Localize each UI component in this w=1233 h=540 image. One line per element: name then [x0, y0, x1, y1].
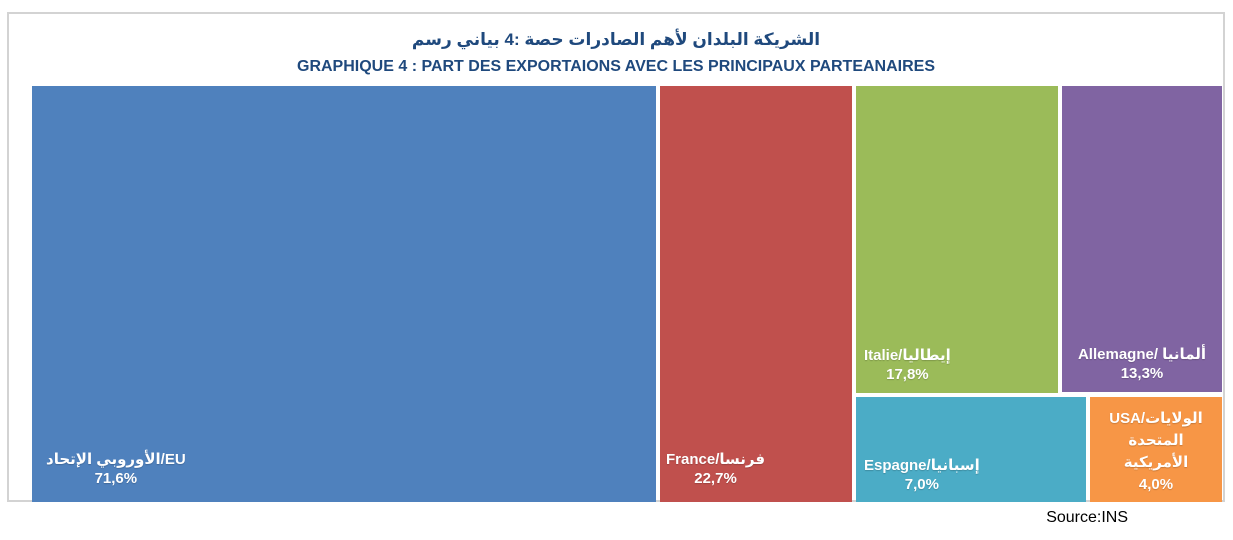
source-label: Source:INS: [1046, 509, 1128, 526]
treemap-cell-label: Italie/إيطاليا 17,8%: [864, 346, 951, 384]
chart-frame: رسم‎ بياني‎ 4: حصة‎ الصادرات‎ لأهم‎ البل…: [7, 12, 1225, 502]
chart-title-french: GRAPHIQUE 4 : PART DES EXPORTAIONS AVEC …: [297, 58, 935, 75]
treemap-cell-label: France/فرنسا 22,7%: [666, 450, 765, 488]
treemap-cell-espagne[interactable]: Espagne/إسبانيا 7,0%: [856, 397, 1086, 502]
cell-value-label: 13,3%: [1120, 365, 1164, 382]
treemap-cell-france[interactable]: France/فرنسا 22,7%: [660, 86, 852, 502]
treemap-cell-label: الإتحاد‎ الأوروبي‎/EU 71,6%: [46, 450, 186, 488]
cell-country-label: USA/الولايات المتحدة الأمريكية: [1109, 410, 1203, 471]
cell-value-label: 17,8%: [886, 366, 929, 383]
treemap-cell-allemagne[interactable]: Allemagne/ ألمانيا 13,3%: [1062, 86, 1222, 392]
cell-country-label: France/فرنسا: [666, 451, 766, 468]
cell-value-label: 22,7%: [694, 470, 737, 487]
chart-title-arabic: رسم‎ بياني‎ 4: حصة‎ الصادرات‎ لأهم‎ البل…: [411, 30, 821, 49]
treemap-cell-eu[interactable]: الإتحاد‎ الأوروبي‎/EU 71,6%: [32, 86, 656, 502]
cell-country-label: الإتحاد‎ الأوروبي‎/EU: [46, 451, 186, 468]
cell-country-label: Italie/إيطاليا: [864, 347, 951, 364]
cell-value-label: 71,6%: [94, 470, 138, 487]
cell-country-label: Allemagne/ ألمانيا: [1077, 346, 1207, 363]
treemap-cell-italie[interactable]: Italie/إيطاليا 17,8%: [856, 86, 1058, 393]
treemap-cell-label: USA/الولايات المتحدة الأمريكية 4,0%: [1090, 408, 1222, 496]
cell-value-label: 4,0%: [1138, 476, 1174, 493]
cell-value-label: 7,0%: [904, 476, 939, 493]
treemap-cell-label: Allemagne/ ألمانيا 13,3%: [1066, 345, 1218, 383]
cell-country-label: Espagne/إسبانيا: [864, 457, 980, 474]
treemap-cell-usa[interactable]: USA/الولايات المتحدة الأمريكية 4,0%: [1090, 397, 1222, 502]
treemap-cell-label: Espagne/إسبانيا 7,0%: [864, 456, 980, 494]
